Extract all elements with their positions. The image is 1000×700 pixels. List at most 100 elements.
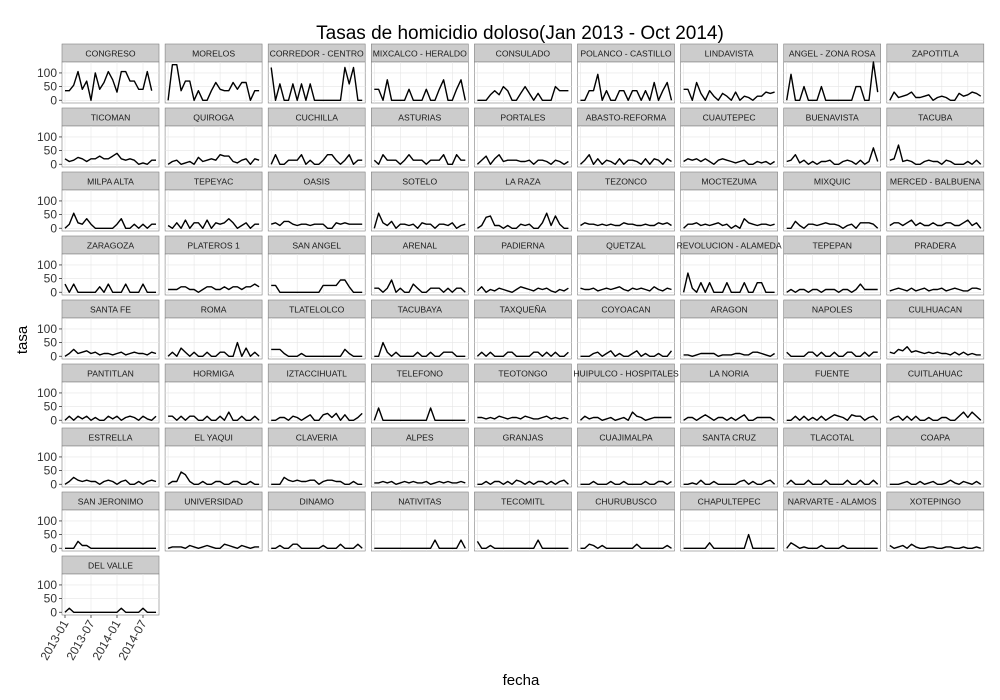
series-line: [270, 154, 363, 165]
facet-label: COYOACAN: [601, 305, 650, 315]
facet-label: TEPEYAC: [194, 177, 233, 187]
facet-plot-area: [370, 381, 469, 424]
series-line: [786, 351, 878, 357]
facet-panel: DINAMO: [267, 491, 366, 552]
facet-panel: TEOTONGO: [474, 363, 572, 424]
series-line: [580, 286, 672, 292]
y-tick-label: 50: [44, 208, 58, 222]
facet-label: CHURUBUSCO: [595, 497, 657, 507]
facet-panel: MORELOS: [164, 43, 263, 104]
series-line: [64, 476, 157, 485]
facet-label: DEL VALLE: [88, 561, 133, 571]
facet-panel: ROMA: [164, 299, 263, 360]
y-tick-label: 100: [37, 322, 57, 336]
series-line: [889, 91, 982, 101]
facet-panel: POLANCO - CASTILLO: [577, 43, 675, 104]
facet-label: PRADERA: [915, 241, 957, 251]
series-line: [65, 540, 156, 549]
facet-plot-area: [267, 125, 366, 168]
facet-panel: HORMIGA: [164, 363, 263, 424]
facet-label: TEPEPAN: [812, 241, 851, 251]
facet-plot-area: [61, 125, 160, 168]
series-line: [373, 212, 466, 229]
series-line: [65, 70, 153, 101]
facet-label: LA RAZA: [505, 177, 541, 187]
facet-panel: NATIVITAS: [370, 491, 469, 552]
facet-label: MILPA ALTA: [87, 177, 134, 187]
series-line: [889, 144, 982, 165]
facet-plot-area: [164, 509, 263, 552]
y-tick-label: 50: [44, 592, 58, 606]
series-line: [167, 471, 260, 485]
facet-panel: PRADERA: [886, 235, 985, 296]
facet-panel: TACUBAYA: [370, 299, 469, 360]
facet-label: QUIROGA: [193, 113, 234, 123]
y-tick-label: 0: [50, 541, 57, 555]
facet-panel: MIXQUIC: [783, 171, 882, 232]
y-axis-title: tasa: [14, 325, 31, 354]
series-line: [373, 154, 466, 165]
facet-label: MOCTEZUMA: [701, 177, 757, 187]
facet-label: HORMIGA: [193, 369, 234, 379]
series-line: [476, 154, 569, 165]
series-line: [168, 411, 260, 421]
facet-label: MIXCALCO - HERALDO: [373, 49, 467, 59]
facet-plot-area: [783, 61, 882, 104]
facet-panel: TECOMITL: [474, 491, 572, 552]
series-line: [271, 279, 363, 293]
facet-label: TLACOTAL: [810, 433, 854, 443]
facet-label: CUAUTEPEC: [703, 113, 756, 123]
y-tick-label: 0: [50, 221, 57, 235]
facet-panel: BUENAVISTA: [783, 107, 882, 168]
facet-label: TEZONCO: [605, 177, 647, 187]
facet-panel: PADIERNA: [474, 235, 572, 296]
facet-panel: XOTEPINGO: [886, 491, 985, 552]
series-line: [271, 412, 363, 421]
series-line: [580, 73, 673, 101]
facet-panel: SOTELO: [370, 171, 469, 232]
facet-label: CONSULADO: [496, 49, 551, 59]
facet-panel: CUITLAHUAC: [886, 363, 985, 424]
facet-panel: TEZONCO: [577, 171, 675, 232]
facet-plot-area: [886, 381, 985, 424]
y-tick-label: 100: [37, 130, 57, 144]
facet-panel: TEPEYAC: [164, 171, 263, 232]
facet-panel: TLACOTAL: [783, 427, 882, 488]
series-line: [374, 79, 466, 101]
facet-panel: TLATELOLCO: [267, 299, 366, 360]
facet-panel: LA NORIA: [680, 363, 778, 424]
series-line: [889, 346, 981, 356]
facet-label: ALPES: [406, 433, 434, 443]
y-tick-label: 50: [44, 144, 58, 158]
facet-label: LA NORIA: [709, 369, 749, 379]
series-line: [373, 407, 466, 421]
series-line: [271, 476, 363, 485]
facet-label: SANTA CRUZ: [702, 433, 756, 443]
facet-panel: HUIPULCO - HOSPITALES: [573, 363, 679, 424]
y-tick-label: 0: [50, 157, 57, 171]
facet-label: TAXQUEÑA: [500, 305, 547, 315]
series-line: [683, 81, 775, 101]
facet-label: NARVARTE - ALAMOS: [788, 497, 877, 507]
series-line: [64, 283, 156, 293]
facet-label: TEOTONGO: [498, 369, 547, 379]
series-line: [580, 480, 672, 485]
series-line: [374, 480, 466, 485]
facet-plot-area: [680, 317, 778, 360]
facet-label: ARENAL: [403, 241, 438, 251]
facet-label: CONGRESO: [85, 49, 135, 59]
facet-label: SANTA FE: [90, 305, 131, 315]
facet-label: CORREDOR - CENTRO: [270, 49, 364, 59]
facet-label: TACUBA: [918, 113, 952, 123]
facet-panel: CLAVERIA: [267, 427, 366, 488]
facet-panel: ANGEL - ZONA ROSA: [783, 43, 882, 104]
facet-plot-area: [474, 445, 572, 488]
series-line: [683, 351, 775, 357]
y-tick-label: 0: [50, 477, 57, 491]
facet-panel: QUIROGA: [164, 107, 263, 168]
facet-panel: CONSULADO: [474, 43, 572, 104]
facet-label: TECOMITL: [501, 497, 545, 507]
series-line: [374, 341, 466, 357]
